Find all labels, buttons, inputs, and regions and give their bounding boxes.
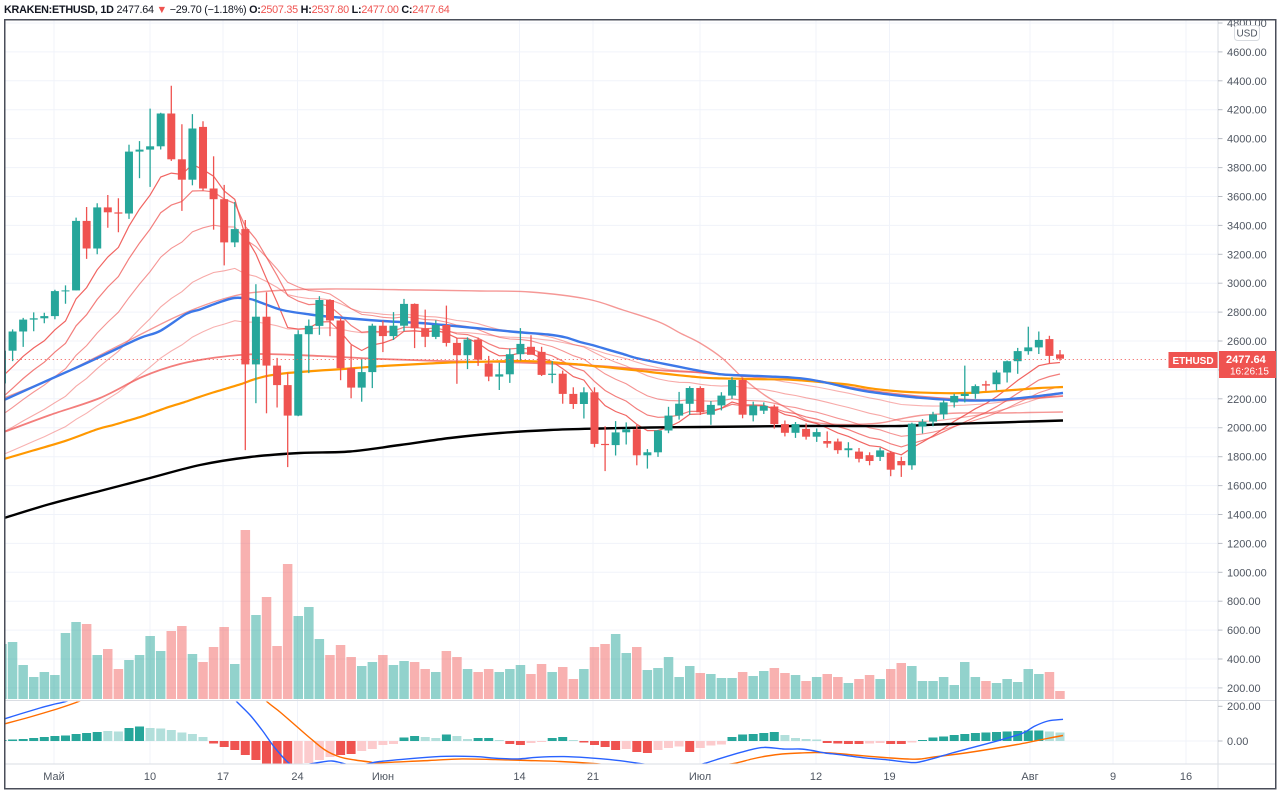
svg-text:3200.00: 3200.00: [1227, 249, 1267, 261]
svg-text:3400.00: 3400.00: [1227, 220, 1267, 232]
svg-text:4400.00: 4400.00: [1227, 76, 1267, 88]
svg-text:9: 9: [1110, 771, 1116, 783]
svg-text:17: 17: [217, 771, 229, 783]
svg-text:12: 12: [810, 771, 822, 783]
svg-text:14: 14: [513, 771, 525, 783]
svg-text:Июн: Июн: [372, 771, 394, 783]
svg-text:4000.00: 4000.00: [1227, 134, 1267, 146]
svg-text:3600.00: 3600.00: [1227, 192, 1267, 204]
svg-text:21: 21: [587, 771, 599, 783]
svg-text:3800.00: 3800.00: [1227, 163, 1267, 175]
svg-text:Май: Май: [43, 771, 65, 783]
svg-text:1000.00: 1000.00: [1227, 567, 1267, 579]
svg-text:2800.00: 2800.00: [1227, 307, 1267, 319]
svg-text:USD: USD: [1236, 29, 1257, 40]
svg-text:2200.00: 2200.00: [1227, 394, 1267, 406]
svg-text:600.00: 600.00: [1227, 625, 1261, 637]
svg-text:KRAKEN:ETHUSD, 1D 2477.64 ▼ −2: KRAKEN:ETHUSD, 1D 2477.64 ▼ −29.70 (−1.1…: [4, 4, 450, 16]
svg-text:19: 19: [883, 771, 895, 783]
svg-text:16:26:15: 16:26:15: [1230, 367, 1269, 378]
svg-text:3000.00: 3000.00: [1227, 278, 1267, 290]
svg-text:2600.00: 2600.00: [1227, 336, 1267, 348]
svg-text:16: 16: [1180, 771, 1192, 783]
svg-text:800.00: 800.00: [1227, 596, 1261, 608]
svg-text:400.00: 400.00: [1227, 654, 1261, 666]
svg-text:2477.64: 2477.64: [1226, 354, 1267, 366]
svg-text:10: 10: [144, 771, 156, 783]
svg-text:1400.00: 1400.00: [1227, 510, 1267, 522]
svg-text:4200.00: 4200.00: [1227, 105, 1267, 117]
svg-text:1600.00: 1600.00: [1227, 481, 1267, 493]
svg-text:4600.00: 4600.00: [1227, 47, 1267, 59]
svg-text:200.00: 200.00: [1227, 683, 1261, 695]
svg-text:1800.00: 1800.00: [1227, 452, 1267, 464]
svg-text:Июл: Июл: [689, 771, 711, 783]
svg-text:1200.00: 1200.00: [1227, 538, 1267, 550]
svg-text:24: 24: [291, 771, 303, 783]
svg-text:ETHUSD: ETHUSD: [1172, 356, 1213, 367]
svg-text:2000.00: 2000.00: [1227, 423, 1267, 435]
svg-text:0.00: 0.00: [1227, 736, 1248, 748]
svg-text:Авг: Авг: [1021, 771, 1038, 783]
svg-text:200.00: 200.00: [1227, 701, 1261, 713]
